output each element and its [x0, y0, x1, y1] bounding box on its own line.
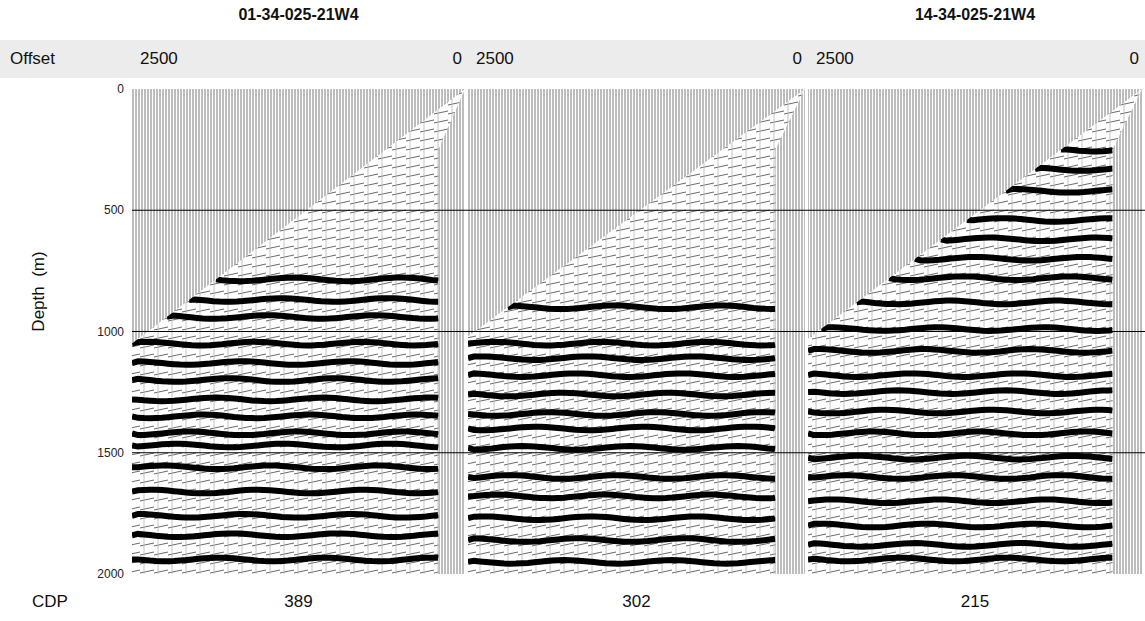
x-label: Offset	[10, 49, 55, 68]
cdp-label: 215	[961, 592, 989, 611]
reflector	[468, 427, 775, 431]
y-tick-label: 1000	[97, 325, 124, 339]
grid-line	[132, 452, 1145, 453]
reflector	[216, 278, 438, 282]
reflector	[967, 218, 1113, 222]
chart: Offset 2500 0 01-34-025-21W4 389 2500 0 302 2500…	[0, 0, 1145, 621]
reflector	[941, 238, 1113, 242]
x-tick-label: 0	[1130, 49, 1139, 68]
cdp-label: 302	[622, 592, 650, 611]
y-tick-label: 500	[104, 203, 124, 217]
x-tick-label: 0	[453, 49, 462, 68]
well-label: 14-34-025-21W4	[915, 6, 1035, 23]
reflector	[468, 342, 775, 346]
reflector	[1061, 150, 1113, 152]
reflector	[508, 306, 776, 310]
reflector	[132, 533, 438, 537]
reflector	[808, 432, 1113, 436]
cdp-axis-label: CDP	[32, 592, 68, 611]
reflector	[915, 257, 1113, 261]
reflector	[808, 390, 1113, 394]
reflector	[468, 393, 775, 397]
reflector	[468, 475, 775, 479]
reflectors	[808, 150, 1113, 562]
reflector	[808, 456, 1113, 460]
x-tick-label: 2500	[140, 49, 178, 68]
reflector	[808, 500, 1113, 504]
reflector	[857, 301, 1113, 305]
reflector	[132, 558, 438, 562]
reflector	[808, 524, 1113, 528]
x-tick-label: 0	[793, 49, 802, 68]
y-tick-label: 2000	[97, 567, 124, 581]
reflector	[1006, 189, 1113, 193]
reflector	[468, 560, 775, 564]
reflector	[808, 349, 1113, 353]
reflector	[132, 398, 438, 402]
reflector	[468, 538, 775, 542]
y-label: Depth (m)	[29, 251, 48, 331]
x-tick-label: 2500	[476, 49, 514, 68]
reflector	[167, 315, 439, 319]
reflector	[189, 298, 438, 302]
reflector	[468, 446, 775, 450]
reflector	[808, 373, 1113, 377]
y-tick-label: 1500	[97, 446, 124, 460]
grid-line	[132, 210, 1145, 211]
x-tick-label: 2500	[816, 49, 854, 68]
reflector	[132, 378, 438, 382]
reflector	[468, 373, 775, 377]
reflectors	[132, 278, 438, 562]
cdp-label: 389	[284, 592, 312, 611]
reflector	[132, 466, 438, 470]
grid-line	[132, 331, 1145, 332]
reflector	[808, 410, 1113, 414]
reflector	[821, 327, 1113, 331]
reflector	[132, 432, 438, 436]
reflector	[808, 558, 1113, 562]
reflector	[132, 342, 438, 346]
reflectors	[468, 306, 775, 564]
well-label: 01-34-025-21W4	[238, 6, 358, 23]
reflector	[808, 543, 1113, 547]
y-tick-label: 0	[117, 82, 124, 96]
reflector	[132, 415, 438, 419]
reflector	[468, 495, 775, 499]
reflector	[468, 412, 775, 416]
header-bar	[0, 40, 1145, 78]
reflector	[808, 475, 1113, 479]
reflector	[132, 361, 438, 365]
reflector	[1035, 168, 1113, 171]
reflector	[132, 444, 438, 448]
reflector	[468, 516, 775, 520]
reflector	[132, 490, 438, 494]
reflector	[468, 356, 775, 360]
reflector	[889, 276, 1113, 280]
reflector	[132, 514, 438, 518]
